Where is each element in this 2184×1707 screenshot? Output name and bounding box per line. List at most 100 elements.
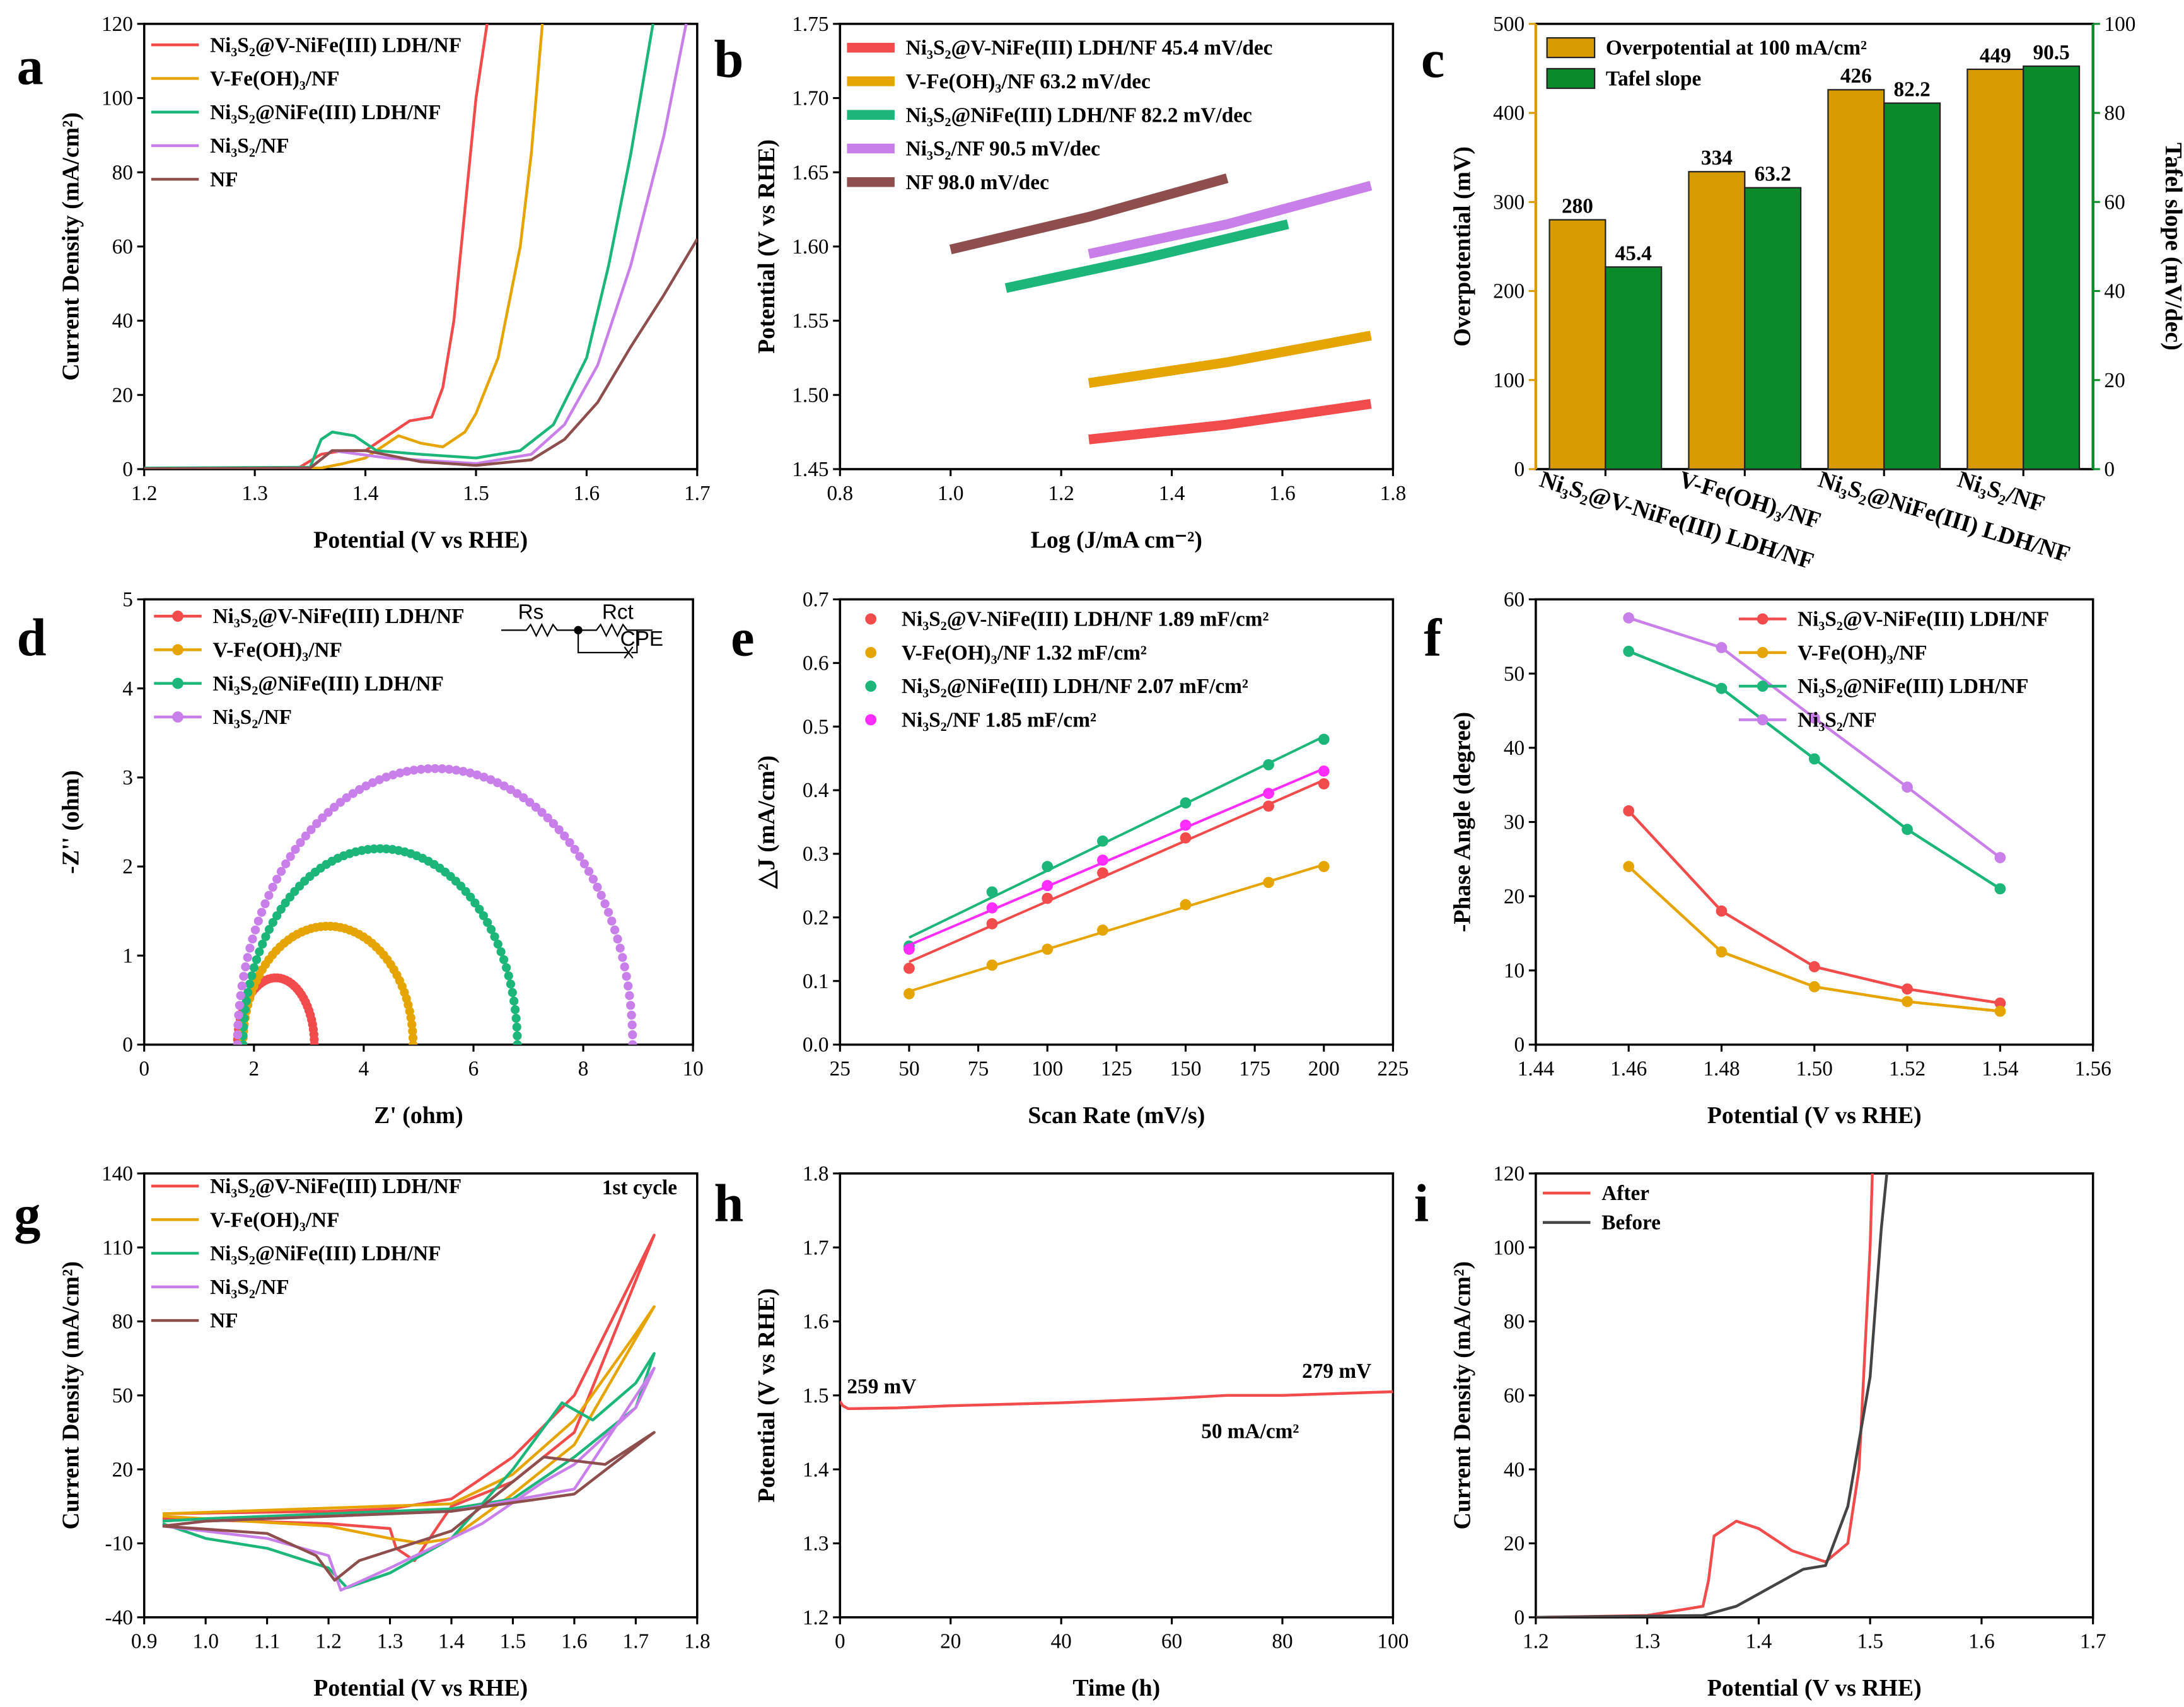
legend-label: V-Fe(OH)₃/NF 1.32 mF/cm² bbox=[902, 641, 1147, 665]
series-line bbox=[162, 1305, 656, 1545]
legend-item: Ni₃S₂@V-NiFe(III) LDH/NF bbox=[1738, 608, 2049, 631]
nyquist-point bbox=[470, 898, 480, 908]
nyquist-point bbox=[268, 882, 277, 892]
y-tick-label: 100 bbox=[1493, 369, 1525, 392]
y-tick-label: 2 bbox=[122, 855, 133, 878]
legend-item: Tafel slope bbox=[1546, 67, 1701, 91]
nyquist-point bbox=[584, 866, 594, 877]
x-tick-label: 1.6 bbox=[1968, 1630, 1995, 1653]
x-tick-label: 25 bbox=[830, 1057, 851, 1080]
nyquist-point bbox=[286, 852, 295, 861]
nyquist-point bbox=[620, 962, 629, 972]
nyquist-point bbox=[622, 972, 631, 981]
legend-item: Ni₃S₂@NiFe(III) LDH/NF 2.07 mF/cm² bbox=[865, 675, 1248, 698]
y-tick-label: 0 bbox=[122, 458, 133, 481]
panel-f: f 0 10 20 30 40 50 60 1.44 1.46 1.48 1.50 1.52 1.54 1.… bbox=[1424, 588, 2111, 1129]
bar-value-label: 63.2 bbox=[1755, 163, 1791, 186]
nyquist-point bbox=[248, 934, 257, 944]
y-tick-label: 0.0 bbox=[803, 1034, 829, 1057]
x-tick-label: 1.5 bbox=[1857, 1630, 1883, 1653]
legend-item: NF bbox=[151, 1309, 238, 1332]
y-axis-label: Potential (V vs RHE) bbox=[753, 1288, 780, 1503]
plot-frame bbox=[142, 23, 699, 470]
panel-letter: b bbox=[714, 30, 743, 89]
data-point bbox=[1808, 961, 1820, 972]
nyquist-point bbox=[255, 947, 264, 957]
nyquist-point bbox=[335, 798, 345, 807]
panel-c: c 0 100 200 300 400 500 0 20 40 60 80 100 Tafel slope… bbox=[1421, 13, 2184, 574]
nyquist-point bbox=[330, 802, 339, 812]
data-point bbox=[1042, 880, 1054, 892]
legend-marker bbox=[172, 677, 183, 689]
legend-label: Overpotential at 100 mA/cm² bbox=[1606, 37, 1867, 60]
nyquist-point bbox=[513, 1040, 522, 1045]
series-line bbox=[144, 23, 654, 469]
x-axis-label: Potential (V vs RHE) bbox=[313, 1675, 528, 1701]
y-axis-label: -Z'' (ohm) bbox=[57, 770, 84, 874]
nyquist-point bbox=[312, 819, 322, 829]
bar-value-label: 334 bbox=[1701, 146, 1733, 170]
nyquist-point bbox=[243, 987, 253, 998]
y-tick-label: 1.3 bbox=[803, 1532, 829, 1556]
legend-item: Ni₃S₂@V-NiFe(III) LDH/NF bbox=[151, 1175, 462, 1198]
plot-frame bbox=[1535, 1172, 2094, 1619]
series-line bbox=[144, 23, 489, 469]
circuit-rct-label: Rct bbox=[602, 601, 634, 624]
nyquist-point bbox=[627, 1020, 637, 1030]
nyquist-point bbox=[508, 987, 517, 998]
legend-item: V-Fe(OH)₃/NF 63.2 mV/dec bbox=[847, 70, 1151, 93]
data-point bbox=[1097, 854, 1108, 866]
nyquist-point bbox=[560, 831, 569, 841]
y-tick-label: 20 bbox=[1504, 1532, 1525, 1556]
x-tick-label: 1.54 bbox=[1982, 1057, 2019, 1080]
y-tick-label: 0.1 bbox=[803, 970, 829, 993]
panel-i: i 0 20 40 60 80 100 120 1.2 1.3 1.4 1.5 1.6 1.7 Potent… bbox=[1414, 1162, 2106, 1701]
nyquist-point bbox=[423, 764, 433, 774]
circuit-rs-label: Rs bbox=[518, 601, 544, 624]
legend-item: V-Fe(OH)₃/NF bbox=[151, 1208, 339, 1232]
nyquist-point bbox=[250, 925, 260, 935]
x-tick-label: 80 bbox=[1272, 1630, 1292, 1653]
legend-label: V-Fe(OH)₃/NF bbox=[1798, 641, 1927, 665]
y-right-tick-label: 80 bbox=[2104, 102, 2125, 125]
nyquist-point bbox=[626, 1001, 636, 1010]
nyquist-point bbox=[395, 768, 405, 778]
nyquist-point bbox=[490, 932, 499, 941]
data-point bbox=[1097, 924, 1108, 936]
legend-item: Ni₃S₂@V-NiFe(III) LDH/NF bbox=[154, 605, 465, 628]
x-tick-label: 1.2 bbox=[1048, 482, 1074, 505]
nyquist-point bbox=[348, 789, 357, 798]
x-tick-label: 1.48 bbox=[1703, 1057, 1740, 1080]
data-point bbox=[986, 959, 998, 971]
y-tick-label: 1.8 bbox=[803, 1162, 829, 1186]
y-tick-label: 20 bbox=[112, 1458, 133, 1481]
series-layer bbox=[949, 173, 1373, 445]
data-point bbox=[1716, 946, 1728, 958]
x-tick-label: 200 bbox=[1308, 1057, 1340, 1080]
nyquist-point bbox=[511, 1013, 521, 1023]
series-layer bbox=[233, 764, 637, 1045]
legend-item: Ni₃S₂@NiFe(III) LDH/NF bbox=[151, 101, 441, 124]
data-point bbox=[1263, 800, 1274, 812]
y-tick-label: 4 bbox=[122, 677, 133, 701]
x-tick-label: 0.8 bbox=[827, 482, 853, 505]
y-tick-label: 1.5 bbox=[803, 1384, 829, 1407]
y-tick-label: 1.65 bbox=[792, 161, 828, 184]
legend-item: Ni₃S₂@V-NiFe(III) LDH/NF bbox=[151, 33, 462, 57]
nyquist-point bbox=[310, 1040, 319, 1045]
nyquist-point bbox=[493, 940, 502, 949]
nyquist-point bbox=[406, 1013, 415, 1023]
nyquist-point bbox=[499, 781, 509, 791]
nyquist-point bbox=[281, 859, 291, 869]
x-tick-label: 1.4 bbox=[352, 482, 379, 505]
legend-item: NF bbox=[151, 168, 238, 191]
y-tick-label: 1.4 bbox=[803, 1458, 829, 1481]
x-tick-label: 1.2 bbox=[315, 1630, 342, 1653]
panel-e: e 0.0 0.1 0.2 0.3 0.4 0.5 0.6 0.7 25 50 75 100 125 150… bbox=[731, 588, 1409, 1129]
x-tick-label: 175 bbox=[1239, 1057, 1270, 1080]
plot-frame bbox=[142, 598, 694, 1046]
data-point bbox=[1902, 824, 1913, 836]
legend-marker bbox=[172, 711, 183, 723]
nyquist-point bbox=[458, 767, 468, 776]
